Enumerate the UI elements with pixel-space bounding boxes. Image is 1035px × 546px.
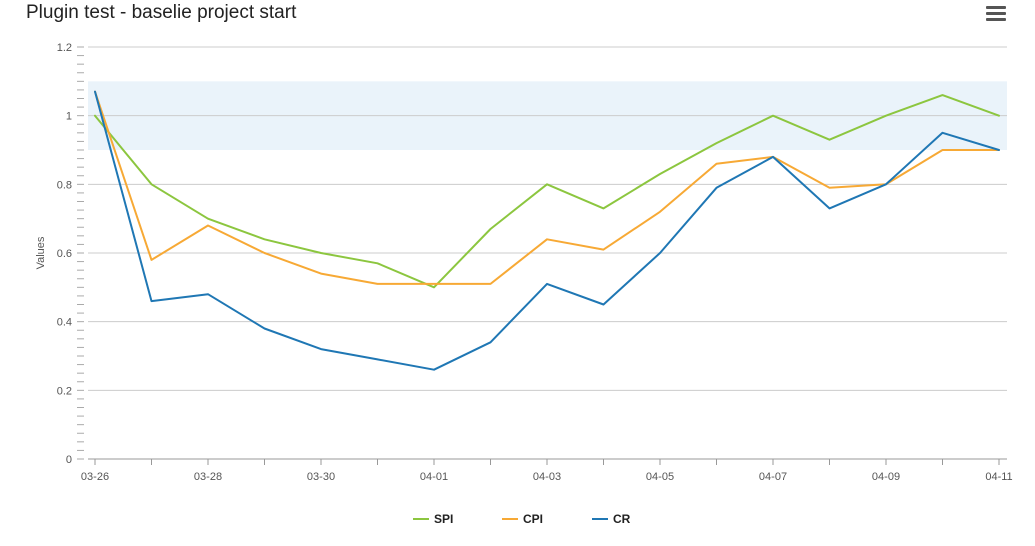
data-point-spi[interactable] xyxy=(882,112,890,120)
x-tick-label: 03-28 xyxy=(194,471,222,483)
data-point-spi[interactable] xyxy=(826,136,834,144)
legend-item-cr[interactable]: CR xyxy=(592,512,631,526)
data-point-spi[interactable] xyxy=(713,139,721,147)
y-axis-title: Values xyxy=(35,236,47,269)
data-point-cr[interactable] xyxy=(882,180,890,188)
data-point-cr[interactable] xyxy=(995,146,1003,154)
data-point-cr[interactable] xyxy=(487,338,495,346)
data-point-spi[interactable] xyxy=(487,225,495,233)
data-point-cr[interactable] xyxy=(148,297,156,305)
series-line-spi[interactable] xyxy=(94,94,1000,289)
x-tick-label: 04-03 xyxy=(533,471,561,483)
data-point-spi[interactable] xyxy=(204,215,212,223)
legend-item-cpi[interactable]: CPI xyxy=(502,512,543,526)
data-point-cpi[interactable] xyxy=(317,270,325,278)
data-point-cpi[interactable] xyxy=(148,256,156,264)
data-point-cr[interactable] xyxy=(826,204,834,212)
data-point-cpi[interactable] xyxy=(261,249,269,257)
data-point-cr[interactable] xyxy=(430,366,438,374)
data-point-cr[interactable] xyxy=(939,129,947,137)
data-point-spi[interactable] xyxy=(656,170,664,178)
legend-label: CR xyxy=(613,512,631,526)
data-point-cr[interactable] xyxy=(91,88,99,96)
data-point-cr[interactable] xyxy=(543,280,551,288)
data-point-spi[interactable] xyxy=(317,249,325,257)
chart-title: Plugin test - baselie project start xyxy=(26,2,297,23)
data-point-spi[interactable] xyxy=(261,235,269,243)
data-point-spi[interactable] xyxy=(543,180,551,188)
data-point-cpi[interactable] xyxy=(713,160,721,168)
x-tick-label: 04-05 xyxy=(646,471,674,483)
data-point-cr[interactable] xyxy=(656,249,664,257)
data-point-cpi[interactable] xyxy=(826,184,834,192)
data-point-spi[interactable] xyxy=(91,112,99,120)
data-point-cpi[interactable] xyxy=(939,146,947,154)
x-tick-label: 03-30 xyxy=(307,471,335,483)
y-tick-label: 0.8 xyxy=(57,179,72,191)
data-point-cr[interactable] xyxy=(713,184,721,192)
x-tick-label: 04-01 xyxy=(420,471,448,483)
data-point-cr[interactable] xyxy=(600,301,608,309)
data-point-spi[interactable] xyxy=(769,112,777,120)
data-point-cr[interactable] xyxy=(317,345,325,353)
y-tick-label: 0 xyxy=(66,454,72,466)
series-line-cr[interactable] xyxy=(94,90,1000,371)
y-tick-label: 1 xyxy=(66,111,72,123)
x-tick-label: 04-07 xyxy=(759,471,787,483)
data-point-cr[interactable] xyxy=(769,153,777,161)
y-tick-label: 0.4 xyxy=(57,317,72,329)
data-point-cpi[interactable] xyxy=(487,280,495,288)
data-point-spi[interactable] xyxy=(600,204,608,212)
y-tick-label: 0.6 xyxy=(57,248,72,260)
data-point-cr[interactable] xyxy=(204,290,212,298)
x-tick-label: 04-11 xyxy=(985,471,1012,483)
y-tick-label: 0.2 xyxy=(57,385,72,397)
data-point-cpi[interactable] xyxy=(656,208,664,216)
x-tick-label: 04-09 xyxy=(872,471,900,483)
hamburger-menu-icon[interactable] xyxy=(986,6,1006,24)
legend-label: CPI xyxy=(523,512,543,526)
data-point-cpi[interactable] xyxy=(600,246,608,254)
data-point-spi[interactable] xyxy=(148,180,156,188)
data-point-spi[interactable] xyxy=(374,259,382,267)
data-point-cpi[interactable] xyxy=(374,280,382,288)
series-line-cpi[interactable] xyxy=(94,90,1000,285)
data-point-spi[interactable] xyxy=(995,112,1003,120)
legend-label: SPI xyxy=(434,512,453,526)
data-point-cpi[interactable] xyxy=(430,280,438,288)
x-tick-label: 03-26 xyxy=(81,471,109,483)
y-tick-label: 1.2 xyxy=(57,42,72,54)
data-point-cpi[interactable] xyxy=(204,222,212,230)
data-point-cr[interactable] xyxy=(374,355,382,363)
data-point-cpi[interactable] xyxy=(543,235,551,243)
data-point-spi[interactable] xyxy=(939,91,947,99)
legend-item-spi[interactable]: SPI xyxy=(413,512,453,526)
data-point-cr[interactable] xyxy=(261,325,269,333)
